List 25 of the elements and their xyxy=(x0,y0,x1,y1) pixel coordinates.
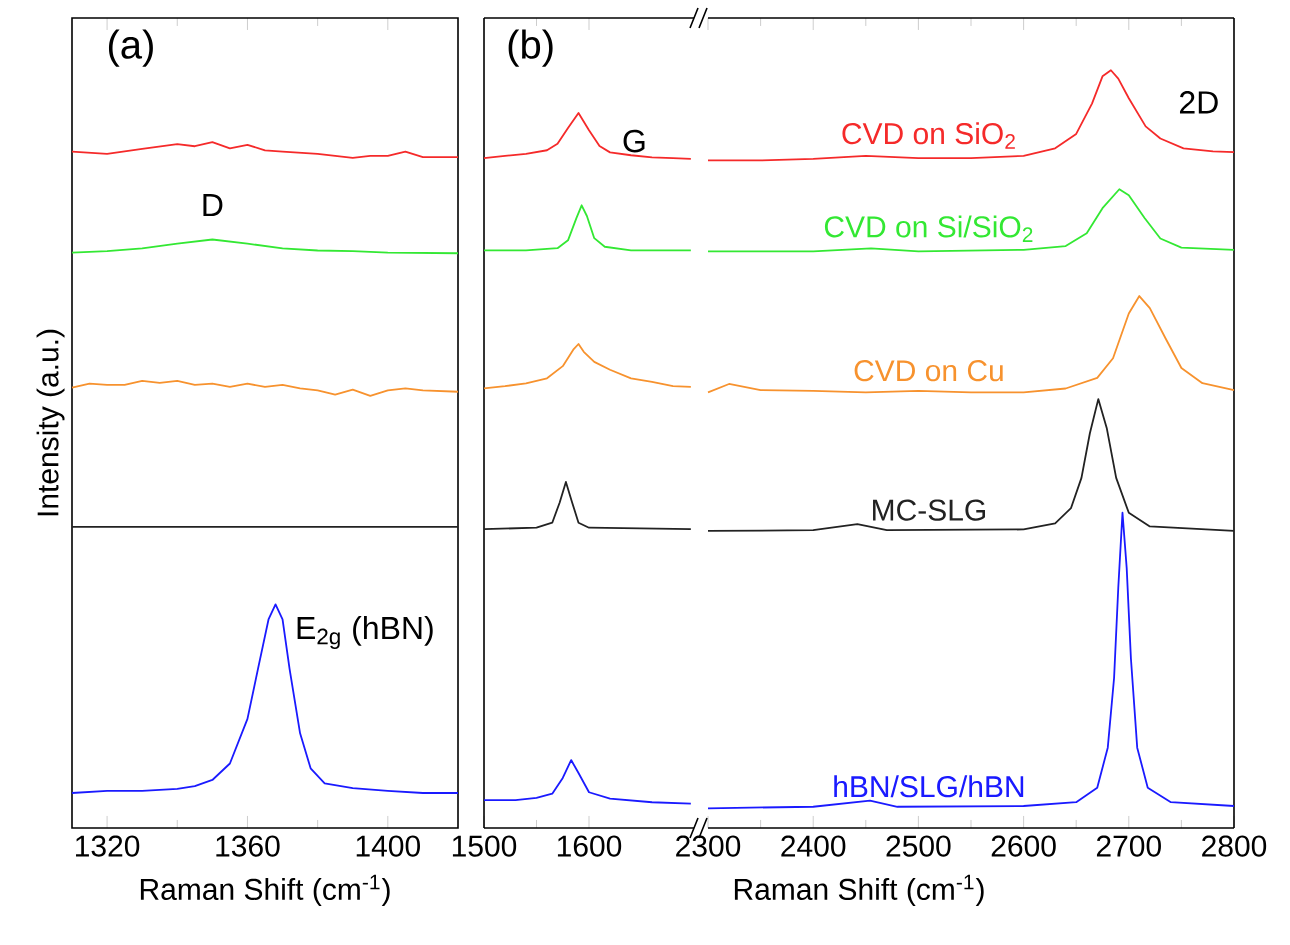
x-tick-label: 2300 xyxy=(676,835,741,857)
x-tick-label: 2500 xyxy=(886,835,951,857)
annotation: D xyxy=(203,194,223,217)
series-label: hBN/SLG/hBN xyxy=(834,775,1024,798)
x-axis-title: Raman Shift (cm$^{-1}$) xyxy=(140,874,390,906)
x-tick-label: 1600 xyxy=(557,835,622,857)
annotation: E$_{2g}$ (hBN) xyxy=(297,615,433,649)
x-tick-label: 1400 xyxy=(356,835,420,857)
x-tick-label: 1360 xyxy=(216,835,280,857)
x-tick-label: 2800 xyxy=(1202,835,1267,857)
x-tick-label: 1500 xyxy=(452,835,517,857)
x-tick-label: 1320 xyxy=(76,835,140,857)
y-axis-title: Intensity (a.u.) xyxy=(36,329,65,516)
annotation: 2D xyxy=(1179,91,1218,114)
chart-title: (b) xyxy=(508,29,553,67)
series-label: CVD on Cu xyxy=(854,360,1003,382)
x-tick-label: 2600 xyxy=(991,835,1056,857)
x-axis-title: Raman Shift (cm$^{-1}$) xyxy=(734,874,984,906)
x-tick-label: 2400 xyxy=(781,835,846,857)
series-label: CVD on Si/SiO$_{2}$ xyxy=(824,215,1033,242)
series-label: CVD on SiO$_{2}$ xyxy=(842,122,1015,149)
annotation: G xyxy=(623,129,645,153)
series-label: MC-SLG xyxy=(873,499,985,521)
x-tick-label: 2700 xyxy=(1096,835,1161,857)
chart-title: (a) xyxy=(108,29,153,67)
